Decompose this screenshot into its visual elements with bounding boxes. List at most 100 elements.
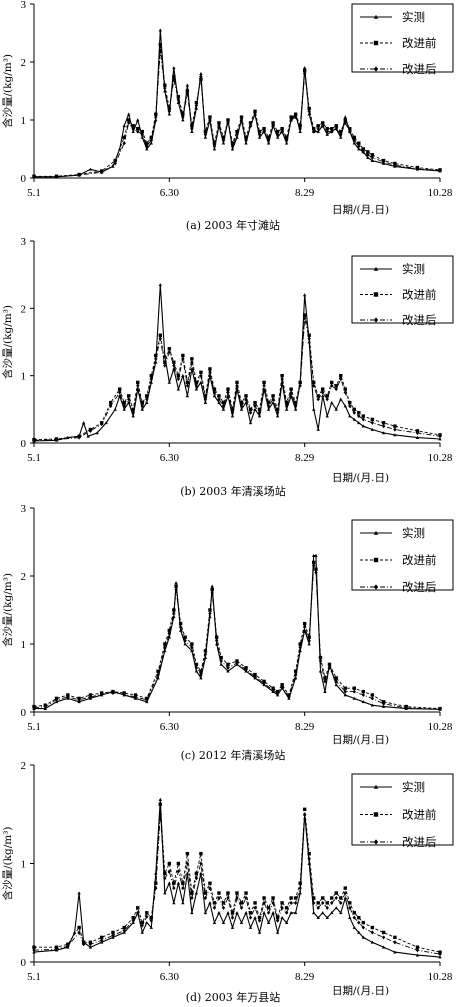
data-point — [163, 363, 167, 368]
data-point — [127, 112, 131, 116]
data-point — [343, 118, 347, 122]
data-point — [352, 925, 356, 929]
data-point — [262, 911, 266, 915]
data-point — [257, 915, 262, 920]
data-point — [266, 407, 271, 411]
data-point — [131, 126, 135, 131]
data-point — [176, 95, 181, 99]
data-point — [357, 915, 361, 920]
data-point — [361, 689, 366, 694]
data-point — [185, 851, 190, 856]
data-point — [275, 129, 280, 134]
data-point — [210, 587, 214, 592]
data-point — [343, 404, 347, 408]
data-point — [77, 891, 81, 895]
data-point — [140, 129, 144, 134]
data-point — [357, 421, 361, 425]
data-point — [244, 895, 248, 901]
data-point — [221, 920, 226, 924]
data-point — [361, 935, 366, 939]
data-point — [381, 424, 386, 429]
data-point — [361, 414, 366, 418]
data-point — [136, 380, 140, 385]
data-point — [325, 127, 329, 131]
data-point — [248, 123, 253, 128]
data-point — [262, 679, 266, 684]
data-point — [311, 900, 316, 905]
data-point — [357, 144, 361, 149]
data-point — [289, 911, 293, 915]
legend-label: 改进前 — [402, 36, 437, 50]
data-point — [208, 370, 212, 375]
data-point — [307, 638, 311, 643]
data-point — [287, 695, 291, 700]
x-tick-label: 6.30 — [160, 187, 180, 199]
data-point — [167, 350, 172, 355]
series-3 — [32, 563, 442, 712]
data-point — [289, 394, 293, 398]
data-point — [318, 655, 323, 660]
data-point — [366, 150, 370, 154]
series-3 — [32, 48, 442, 179]
data-point — [334, 906, 338, 910]
data-point — [352, 915, 356, 920]
data-point — [194, 387, 199, 391]
data-point — [122, 135, 126, 140]
data-point — [178, 621, 183, 626]
data-point — [393, 424, 397, 428]
panel-caption: (b) 2003 年清溪场站 — [180, 484, 286, 498]
y-tick-label: 3 — [21, 236, 27, 248]
data-point — [298, 881, 302, 885]
data-point — [66, 695, 70, 700]
data-point — [172, 66, 176, 70]
data-point — [393, 935, 397, 940]
data-point — [158, 336, 163, 341]
series-2 — [32, 802, 442, 954]
data-point — [145, 394, 149, 398]
data-point — [145, 697, 149, 702]
data-point — [208, 115, 212, 119]
data-point — [316, 901, 320, 905]
data-point — [271, 397, 275, 402]
data-point — [131, 124, 135, 128]
data-point — [321, 390, 325, 395]
data-point — [323, 689, 327, 693]
data-point — [95, 431, 99, 435]
data-point — [235, 380, 239, 385]
legend-label: 实测 — [402, 10, 425, 24]
data-point — [266, 906, 271, 910]
data-point — [257, 414, 262, 418]
data-point — [199, 861, 203, 866]
data-point — [361, 692, 366, 698]
data-point — [190, 367, 194, 371]
data-point — [352, 911, 356, 915]
data-point — [289, 896, 293, 900]
data-point — [370, 696, 375, 701]
data-point — [221, 901, 226, 905]
data-point — [131, 915, 135, 920]
data-point — [334, 676, 338, 680]
data-point — [327, 665, 332, 670]
data-point — [284, 141, 289, 145]
data-point — [302, 812, 307, 817]
data-point — [226, 387, 230, 391]
legend-box — [351, 773, 454, 846]
data-point — [266, 910, 271, 915]
data-point — [230, 925, 235, 929]
data-point — [330, 400, 334, 404]
data-point — [381, 704, 386, 708]
data-point — [230, 911, 235, 915]
data-point — [99, 935, 104, 940]
data-point — [181, 115, 185, 120]
data-point — [235, 661, 239, 666]
data-point — [415, 430, 420, 435]
data-point — [111, 933, 115, 938]
data-point — [257, 407, 262, 412]
data-point — [239, 920, 244, 924]
data-point — [226, 911, 230, 915]
data-point — [357, 147, 361, 151]
data-point — [172, 363, 176, 368]
data-point — [334, 891, 338, 895]
data-point — [208, 117, 212, 123]
data-point — [181, 112, 185, 116]
